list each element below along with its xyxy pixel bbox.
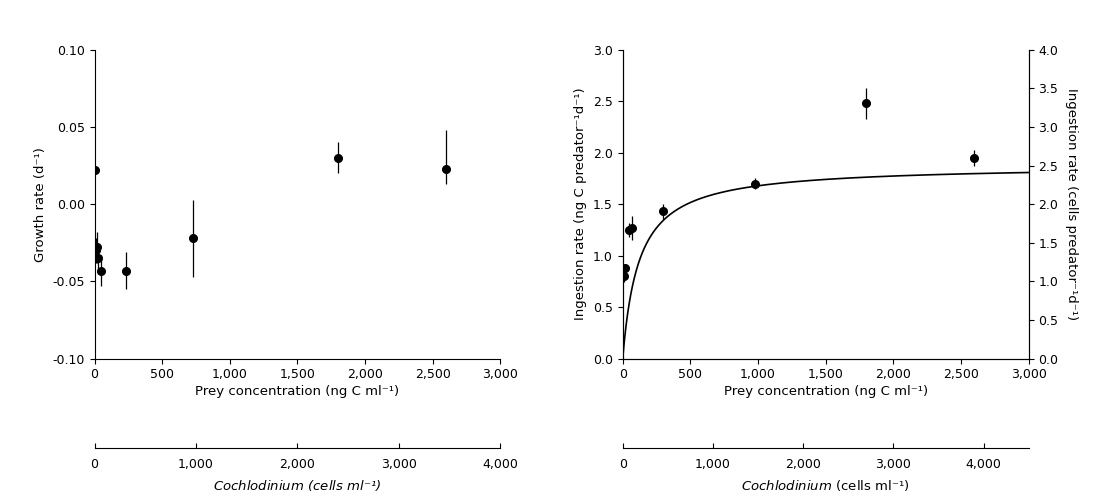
Y-axis label: Ingestion rate (cells predator⁻¹d⁻¹): Ingestion rate (cells predator⁻¹d⁻¹)	[1065, 88, 1078, 320]
X-axis label: Prey concentration (ng C ml⁻¹): Prey concentration (ng C ml⁻¹)	[196, 385, 399, 398]
Y-axis label: Growth rate (d⁻¹): Growth rate (d⁻¹)	[33, 147, 47, 261]
Y-axis label: Ingestion rate (ng C predator⁻¹d⁻¹): Ingestion rate (ng C predator⁻¹d⁻¹)	[575, 88, 587, 321]
X-axis label: $\it{Cochlodinium}$ (cells ml⁻¹): $\it{Cochlodinium}$ (cells ml⁻¹)	[214, 478, 381, 493]
X-axis label: Prey concentration (ng C ml⁻¹): Prey concentration (ng C ml⁻¹)	[724, 385, 927, 398]
X-axis label: $\it{Cochlodinium}$ (cells ml⁻¹): $\it{Cochlodinium}$ (cells ml⁻¹)	[742, 478, 910, 493]
